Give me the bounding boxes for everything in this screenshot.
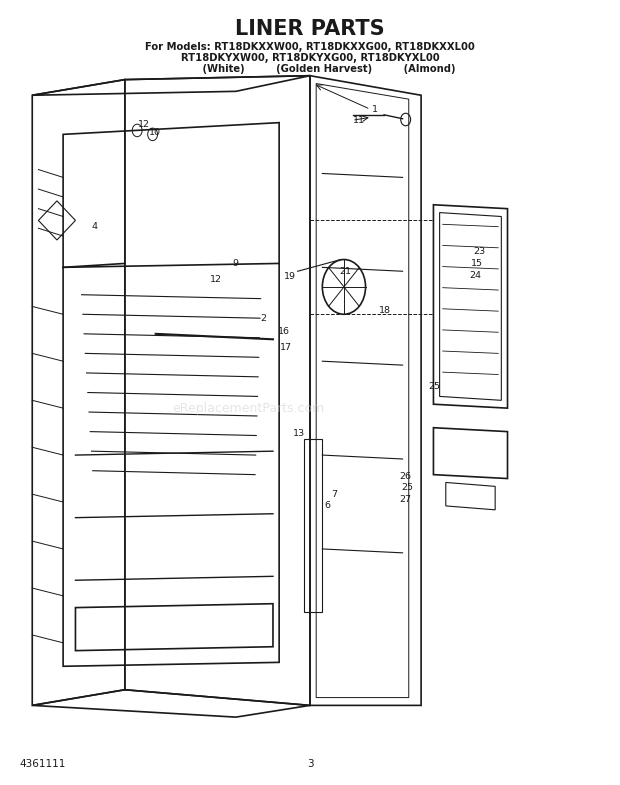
Text: 11: 11 [353,115,365,125]
Text: 3: 3 [307,759,313,769]
Text: 15: 15 [471,259,482,268]
Text: 25: 25 [401,484,414,492]
Text: 6: 6 [325,502,331,510]
Text: 2: 2 [260,314,267,323]
Text: 1: 1 [372,105,378,114]
Text: 17: 17 [280,342,293,352]
Text: (White)         (Golden Harvest)         (Almond): (White) (Golden Harvest) (Almond) [164,64,456,74]
Text: 4: 4 [91,222,97,231]
Text: 12: 12 [210,275,222,283]
Text: 24: 24 [469,271,481,279]
Text: 12: 12 [138,120,149,130]
Text: 18: 18 [379,306,391,315]
Text: 16: 16 [278,327,290,336]
Text: 21: 21 [340,267,352,276]
Text: 26: 26 [399,472,412,480]
Text: RT18DKYXW00, RT18DKYXG00, RT18DKYXL00: RT18DKYXW00, RT18DKYXG00, RT18DKYXL00 [180,53,440,63]
Text: 7: 7 [332,490,338,498]
Text: 4361111: 4361111 [20,759,66,769]
Text: 25: 25 [428,382,440,391]
Text: LINER PARTS: LINER PARTS [235,19,385,38]
Text: 19: 19 [284,272,296,281]
Text: 13: 13 [293,429,305,438]
Text: 9: 9 [233,259,239,268]
Text: eReplacementParts.com: eReplacementParts.com [172,402,324,414]
Text: 10: 10 [149,128,161,137]
Text: 27: 27 [399,495,412,504]
Text: For Models: RT18DKXXW00, RT18DKXXG00, RT18DKXXL00: For Models: RT18DKXXW00, RT18DKXXG00, RT… [145,42,475,52]
Text: 23: 23 [474,247,485,256]
